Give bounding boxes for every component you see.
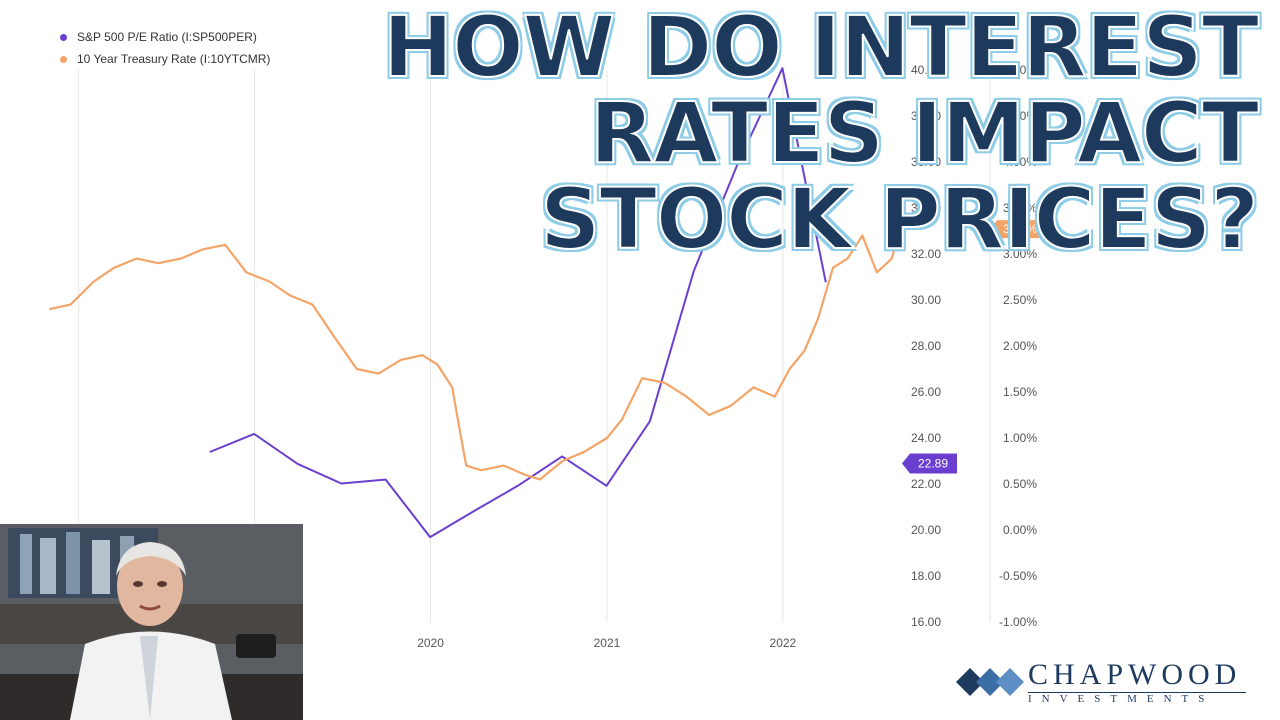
right-tick-label: 0.50%	[1003, 477, 1037, 491]
presenter-face	[117, 546, 183, 626]
legend-marker-pe	[60, 33, 67, 41]
presenter-video	[0, 524, 303, 720]
chapwood-logo: CHAPWOOD INVESTMENTS	[954, 658, 1254, 705]
pe-last-value: 22.89	[918, 457, 948, 471]
right-tick-label: 4.00%	[1003, 155, 1037, 169]
legend-item-pe[interactable]: S&P 500 P/E Ratio (I:SP500PER)	[60, 26, 270, 48]
pe-ratio-line	[209, 67, 827, 539]
logo-diamonds-icon	[956, 668, 1024, 696]
treasury-last-value-tag	[990, 220, 1046, 239]
left-tick-label: 16.00	[911, 615, 941, 629]
x-tick-label: 2022	[770, 636, 797, 650]
left-tick-label: 24.00	[911, 431, 941, 445]
right-tick-label: -1.00%	[999, 615, 1037, 629]
left-tick-label: 36.00	[911, 155, 941, 169]
right-tick-label: 2.00%	[1003, 339, 1037, 353]
headline-line-2: RATES IMPACT	[589, 84, 1260, 182]
logo-rule	[1028, 692, 1246, 693]
headline: HOW DO INTEREST RATES IMPACT STOCK PRICE…	[298, 0, 1260, 268]
left-tick-label: 26.00	[911, 385, 941, 399]
left-tick-label: 28.00	[911, 339, 941, 353]
right-tick-label: 1.50%	[1003, 385, 1037, 399]
phone-icon	[236, 634, 276, 658]
right-tick-label: 2.50%	[1003, 293, 1037, 307]
presenter-illustration	[0, 524, 303, 720]
left-tick-label: 38.00	[911, 109, 941, 123]
chart-legend: S&P 500 P/E Ratio (I:SP500PER) 10 Year T…	[60, 26, 270, 70]
right-tick-label: 4.50%	[1003, 109, 1037, 123]
legend-item-treasury[interactable]: 10 Year Treasury Rate (I:10YTCMR)	[60, 48, 270, 70]
right-tick-label: 3.50%	[1003, 201, 1037, 215]
right-tick-label: 0.00%	[1003, 523, 1037, 537]
left-tick-label: 30.00	[911, 293, 941, 307]
legend-label-pe: S&P 500 P/E Ratio (I:SP500PER)	[77, 30, 257, 44]
x-tick-label: 2021	[594, 636, 621, 650]
left-tick-label: 18.00	[911, 569, 941, 583]
right-tick-label: 5.00%	[1003, 63, 1037, 77]
x-tick-label: 2020	[417, 636, 444, 650]
treasury-last-value: 3.27%	[1003, 222, 1037, 236]
left-tick-label: 32.00	[911, 247, 941, 261]
left-tick-label: 40.00	[911, 63, 941, 77]
logo-name: CHAPWOOD	[1028, 658, 1242, 691]
left-tick-label: 34.00	[911, 201, 941, 215]
legend-marker-treasury	[60, 55, 67, 63]
legend-label-treasury: 10 Year Treasury Rate (I:10YTCMR)	[77, 52, 271, 66]
right-tick-label: 1.00%	[1003, 431, 1037, 445]
treasury-rate-line	[49, 228, 902, 481]
right-tick-label: -0.50%	[999, 569, 1037, 583]
logo-subtitle: INVESTMENTS	[1028, 693, 1215, 705]
headline-line-3: STOCK PRICES?	[539, 170, 1260, 268]
left-tick-label: 20.00	[911, 523, 941, 537]
presenter-hair	[116, 542, 186, 576]
left-tick-label: 22.00	[911, 477, 941, 491]
right-tick-label: 3.00%	[1003, 247, 1037, 261]
pe-last-value-tag	[902, 453, 957, 474]
headline-line-1: HOW DO INTEREST	[382, 0, 1260, 96]
